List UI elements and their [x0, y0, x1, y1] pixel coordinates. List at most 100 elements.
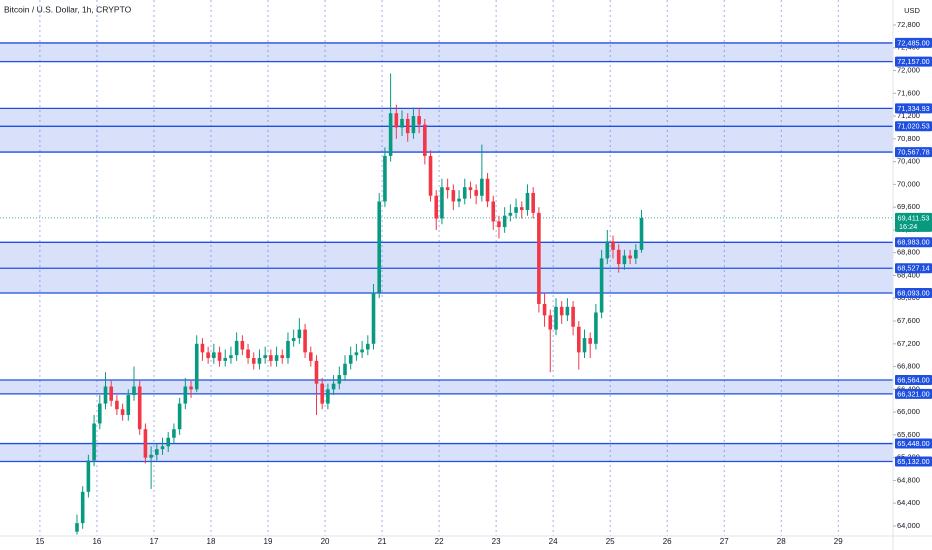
x-tick-label: 23 [492, 537, 501, 546]
candle-body [132, 386, 136, 396]
candle-body [434, 195, 439, 219]
zone-band [0, 380, 893, 394]
candle-body [183, 386, 188, 404]
candle-body [576, 326, 581, 353]
candle-body [331, 383, 336, 390]
candle-body [343, 363, 347, 376]
candle-body [337, 375, 342, 384]
level-label: 72,157.00 [897, 57, 929, 66]
candle-body [497, 221, 501, 228]
candle-body [92, 423, 96, 461]
grid [39, 0, 839, 536]
candle-body [251, 358, 256, 364]
candle-body [177, 403, 182, 430]
x-tick-label: 22 [435, 537, 444, 546]
candle-body [137, 386, 142, 430]
candle-body [263, 355, 267, 359]
level-label: 66,321.00 [897, 389, 929, 398]
x-tick-label: 25 [606, 537, 615, 546]
level-label: 68,093.00 [897, 288, 929, 297]
candle-body [451, 190, 456, 202]
candle-body [320, 383, 324, 404]
candle-body [542, 303, 547, 316]
candle-body [303, 329, 307, 353]
candle-body [559, 306, 564, 316]
x-tick-label: 17 [150, 537, 159, 546]
level-label-bg [895, 37, 932, 48]
x-tick-label: 15 [35, 537, 44, 546]
candle-body [274, 355, 279, 361]
y-tick-label: 64,400 [897, 498, 920, 507]
zone-band [0, 443, 893, 462]
candle-body [360, 349, 364, 353]
candle-body [371, 292, 376, 344]
candle-body [286, 340, 290, 359]
candle-body [611, 241, 615, 250]
candle-body [628, 255, 632, 259]
level-label: 68,527.14 [897, 264, 929, 273]
level-label: 71,020.53 [897, 122, 929, 131]
level-label: 71,334.93 [897, 104, 929, 113]
candles [75, 73, 644, 535]
last-price-label-bg [895, 212, 932, 232]
candle-body [280, 355, 285, 359]
candle-body [445, 187, 450, 191]
candle-body [189, 386, 193, 390]
y-tick-label: 66,400 [897, 384, 920, 393]
level-label: 65,132.00 [897, 457, 929, 466]
level-label-bg [895, 456, 932, 467]
candle-body [115, 400, 119, 410]
candle-body [502, 215, 507, 228]
zone-band [0, 108, 893, 153]
candle-body [491, 201, 496, 222]
candle-body [423, 124, 427, 156]
candle-body [109, 386, 113, 401]
candle-body [348, 355, 353, 364]
candle-body [314, 360, 319, 384]
candle-body [97, 403, 102, 424]
candle-body [411, 116, 416, 134]
candle-body [212, 352, 216, 359]
candle-body [308, 352, 313, 361]
x-tick-label: 18 [207, 537, 216, 546]
level-label-bg [895, 438, 932, 449]
candle-body [480, 178, 484, 196]
candle-body [223, 358, 228, 361]
y-tick-label: 72,000 [897, 66, 920, 75]
x-tick-label: 24 [549, 537, 558, 546]
level-label-bg [895, 237, 932, 248]
y-tick-label: 67,200 [897, 339, 920, 348]
zone-band [0, 42, 893, 62]
candle-body [200, 343, 205, 353]
level-label: 66,564.00 [897, 375, 929, 384]
y-tick-label: 71,200 [897, 111, 920, 120]
candle-body [377, 201, 382, 293]
y-tick-label: 72,800 [897, 20, 920, 29]
candle-body [297, 329, 302, 339]
y-tick-label: 66,800 [897, 362, 920, 371]
candle-body [354, 352, 359, 356]
candle-body [160, 446, 165, 450]
level-label-bg [895, 263, 932, 274]
candle-body [428, 155, 433, 196]
candle-body [149, 454, 153, 458]
candle-body [605, 241, 610, 259]
candle-body [548, 315, 553, 330]
level-label-bg [895, 56, 932, 67]
candle-body [206, 352, 210, 359]
x-tick-label: 26 [663, 537, 672, 546]
candle-body [519, 207, 524, 211]
candle-body [616, 249, 621, 265]
candle-body [599, 258, 604, 313]
candle-body [246, 349, 250, 359]
level-label: 65,448.00 [897, 439, 929, 448]
candle-body [531, 192, 535, 213]
level-label: 72,485.00 [897, 38, 929, 47]
candle-body [417, 116, 421, 125]
x-tick-label: 21 [378, 537, 387, 546]
y-tick-label: 68,400 [897, 270, 920, 279]
candle-body [143, 429, 148, 458]
candle-body [462, 187, 467, 199]
candle-body [194, 343, 199, 390]
